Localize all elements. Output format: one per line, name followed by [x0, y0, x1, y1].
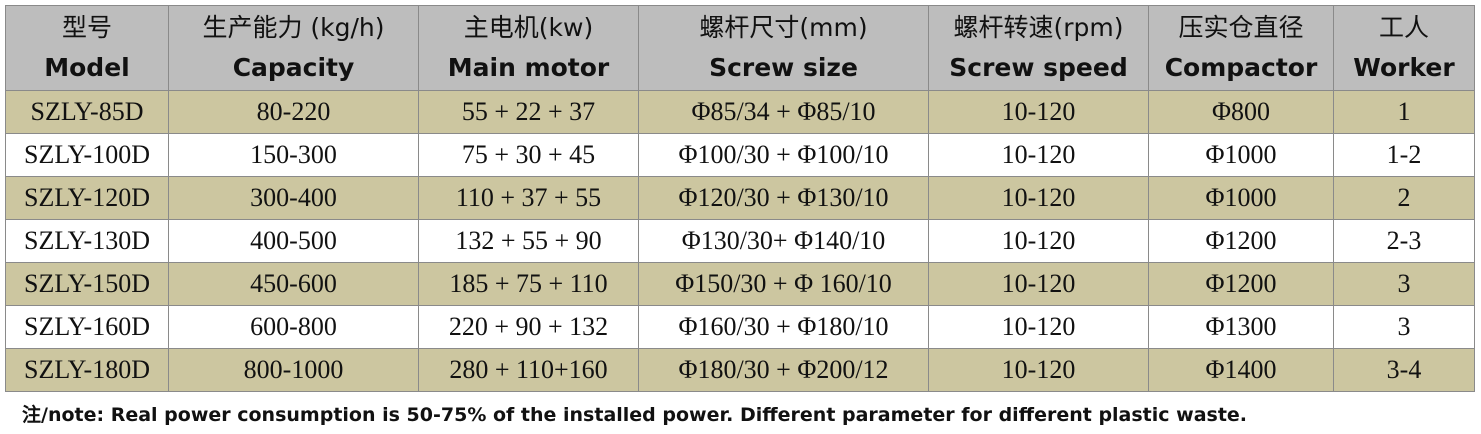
header-cn: 型号: [61, 13, 112, 42]
table-cell: 150-300: [168, 133, 419, 177]
table-cell: 10-120: [928, 90, 1149, 134]
table-cell: Φ1200: [1148, 219, 1334, 263]
table-cell: Φ100/30 + Φ100/10: [638, 133, 929, 177]
header-cn: 螺杆转速(rpm): [953, 13, 1124, 42]
table-cell: SZLY-85D: [5, 90, 169, 134]
header-cn: 主电机(kw): [463, 13, 594, 42]
table-cell: SZLY-130D: [5, 219, 169, 263]
table-cell: 450-600: [168, 262, 419, 306]
table-cell: 10-120: [928, 219, 1149, 263]
note: 注/note: Real power consumption is 50-75%…: [22, 404, 1248, 426]
table-cell: 300-400: [168, 176, 419, 220]
table-cell: SZLY-150D: [5, 262, 169, 306]
table-row: SZLY-85D 80-220 55 + 22 + 37 Φ85/34 + Φ85/1…: [5, 90, 1475, 134]
header-cell: 型号 Model: [5, 5, 169, 91]
table-cell: Φ1000: [1148, 176, 1334, 220]
table-cell: 10-120: [928, 176, 1149, 220]
table-cell: 10-120: [928, 262, 1149, 306]
table-body: SZLY-85D 80-220 55 + 22 + 37 Φ85/34 + Φ85/1…: [5, 90, 1475, 392]
table-cell: SZLY-100D: [5, 133, 169, 177]
header-row: 型号 Model 生产能力 (kg/h) Capacity 主电机(kw) Main mo…: [5, 5, 1475, 91]
table-cell: 3: [1333, 262, 1475, 306]
header-en: Compactor: [1164, 53, 1318, 82]
table-cell: 185 + 75 + 110: [418, 262, 639, 306]
header-cell: 螺杆转速(rpm) Screw speed: [928, 5, 1149, 91]
table-cell: 800-1000: [168, 348, 419, 392]
table-cell: Φ1300: [1148, 305, 1334, 349]
table-cell: 220 + 90 + 132: [418, 305, 639, 349]
table-cell: 2: [1333, 176, 1475, 220]
table-cell: SZLY-180D: [5, 348, 169, 392]
table-cell: 1: [1333, 90, 1475, 134]
header-en: Screw speed: [949, 53, 1128, 82]
table-cell: Φ160/30 + Φ180/10: [638, 305, 929, 349]
table-cell: 10-120: [928, 305, 1149, 349]
header-en: Worker: [1353, 53, 1455, 82]
table-row: SZLY-130D 400-500 132 + 55 + 90 Φ130/30+ Φ1…: [5, 219, 1475, 263]
table-cell: Φ800: [1148, 90, 1334, 134]
table-cell: 2-3: [1333, 219, 1475, 263]
header-en: Capacity: [232, 53, 355, 82]
header-cell: 生产能力 (kg/h) Capacity: [168, 5, 419, 91]
spec-table: 型号 Model 生产能力 (kg/h) Capacity 主电机(kw) Main mo…: [5, 5, 1475, 392]
table-cell: Φ1000: [1148, 133, 1334, 177]
table-cell: Φ120/30 + Φ130/10: [638, 176, 929, 220]
table-row: SZLY-100D 150-300 75 + 30 + 45 Φ100/30 + Φ1…: [5, 133, 1475, 177]
header-cell: 工人 Worker: [1333, 5, 1475, 91]
header-en: Screw size: [709, 53, 858, 82]
header-cn: 压实仓直径: [1178, 13, 1304, 42]
header-cn: 螺杆尺寸(mm): [699, 13, 868, 42]
header-cn: 工人: [1378, 13, 1429, 42]
table-cell: 132 + 55 + 90: [418, 219, 639, 263]
table-cell: Φ180/30 + Φ200/12: [638, 348, 929, 392]
table-row: SZLY-180D 800-1000 280 + 110+160 Φ180/30 + …: [5, 348, 1475, 392]
table-cell: Φ85/34 + Φ85/10: [638, 90, 929, 134]
table-cell: 75 + 30 + 45: [418, 133, 639, 177]
header-cell: 主电机(kw) Main motor: [418, 5, 639, 91]
table-cell: 55 + 22 + 37: [418, 90, 639, 134]
table-row: SZLY-150D 450-600 185 + 75 + 110 Φ150/30 + …: [5, 262, 1475, 306]
table-cell: 600-800: [168, 305, 419, 349]
table-cell: 10-120: [928, 348, 1149, 392]
table-cell: Φ1400: [1148, 348, 1334, 392]
table-cell: Φ1200: [1148, 262, 1334, 306]
table-cell: 110 + 37 + 55: [418, 176, 639, 220]
table-cell: Φ150/30 + Φ 160/10: [638, 262, 929, 306]
table-cell: Φ130/30+ Φ140/10: [638, 219, 929, 263]
header-en: Main motor: [447, 53, 610, 82]
table-cell: SZLY-120D: [5, 176, 169, 220]
table-cell: SZLY-160D: [5, 305, 169, 349]
table-cell: 3-4: [1333, 348, 1475, 392]
table-row: SZLY-120D 300-400 110 + 37 + 55 Φ120/30 + Φ…: [5, 176, 1475, 220]
header-cell: 螺杆尺寸(mm) Screw size: [638, 5, 929, 91]
table-cell: 1-2: [1333, 133, 1475, 177]
table-cell: 280 + 110+160: [418, 348, 639, 392]
table-cell: 80-220: [168, 90, 419, 134]
header-cn: 生产能力 (kg/h): [202, 13, 385, 42]
table-row: SZLY-160D 600-800 220 + 90 + 132 Φ160/30 + …: [5, 305, 1475, 349]
table-cell: 10-120: [928, 133, 1149, 177]
table-cell: 3: [1333, 305, 1475, 349]
header-cell: 压实仓直径 Compactor: [1148, 5, 1334, 91]
table-cell: 400-500: [168, 219, 419, 263]
header-en: Model: [44, 53, 130, 82]
